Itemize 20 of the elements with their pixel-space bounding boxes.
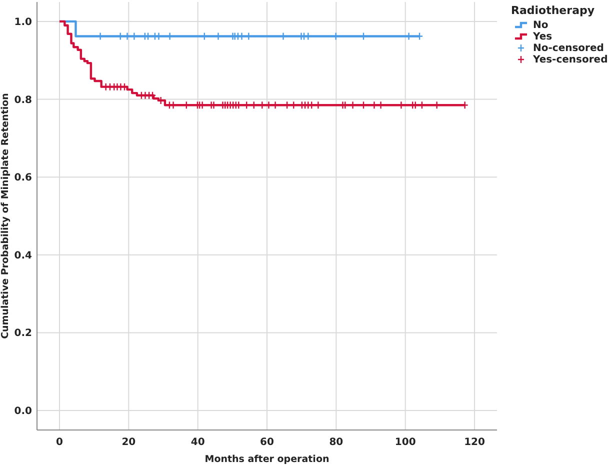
x-tick-label: 100 (394, 437, 416, 448)
legend-label: No-censored (533, 43, 604, 54)
legend-label: Yes-censored (532, 54, 608, 66)
y-tick-label: 1.0 (14, 16, 32, 28)
x-tick-label: 80 (329, 437, 344, 448)
x-tick-label: 120 (464, 437, 485, 448)
y-tick-label: 0.0 (14, 406, 32, 418)
x-tick-label: 20 (122, 437, 136, 448)
y-axis-title: Cumulative Probability of Miniplate Retention (0, 92, 11, 339)
x-tick-label: 0 (56, 437, 63, 448)
y-tick-label: 0.8 (14, 94, 32, 106)
y-tick-label: 0.2 (14, 328, 32, 340)
legend-label: Yes (532, 32, 552, 42)
y-tick-label: 0.6 (14, 172, 32, 184)
y-tick-label: 0.4 (14, 250, 32, 262)
x-tick-label: 60 (260, 437, 274, 448)
legend-label: No (533, 20, 548, 31)
x-axis-title: Months after operation (204, 454, 330, 465)
legend-title: Radiotherapy (511, 4, 595, 17)
x-tick-label: 40 (190, 437, 205, 448)
